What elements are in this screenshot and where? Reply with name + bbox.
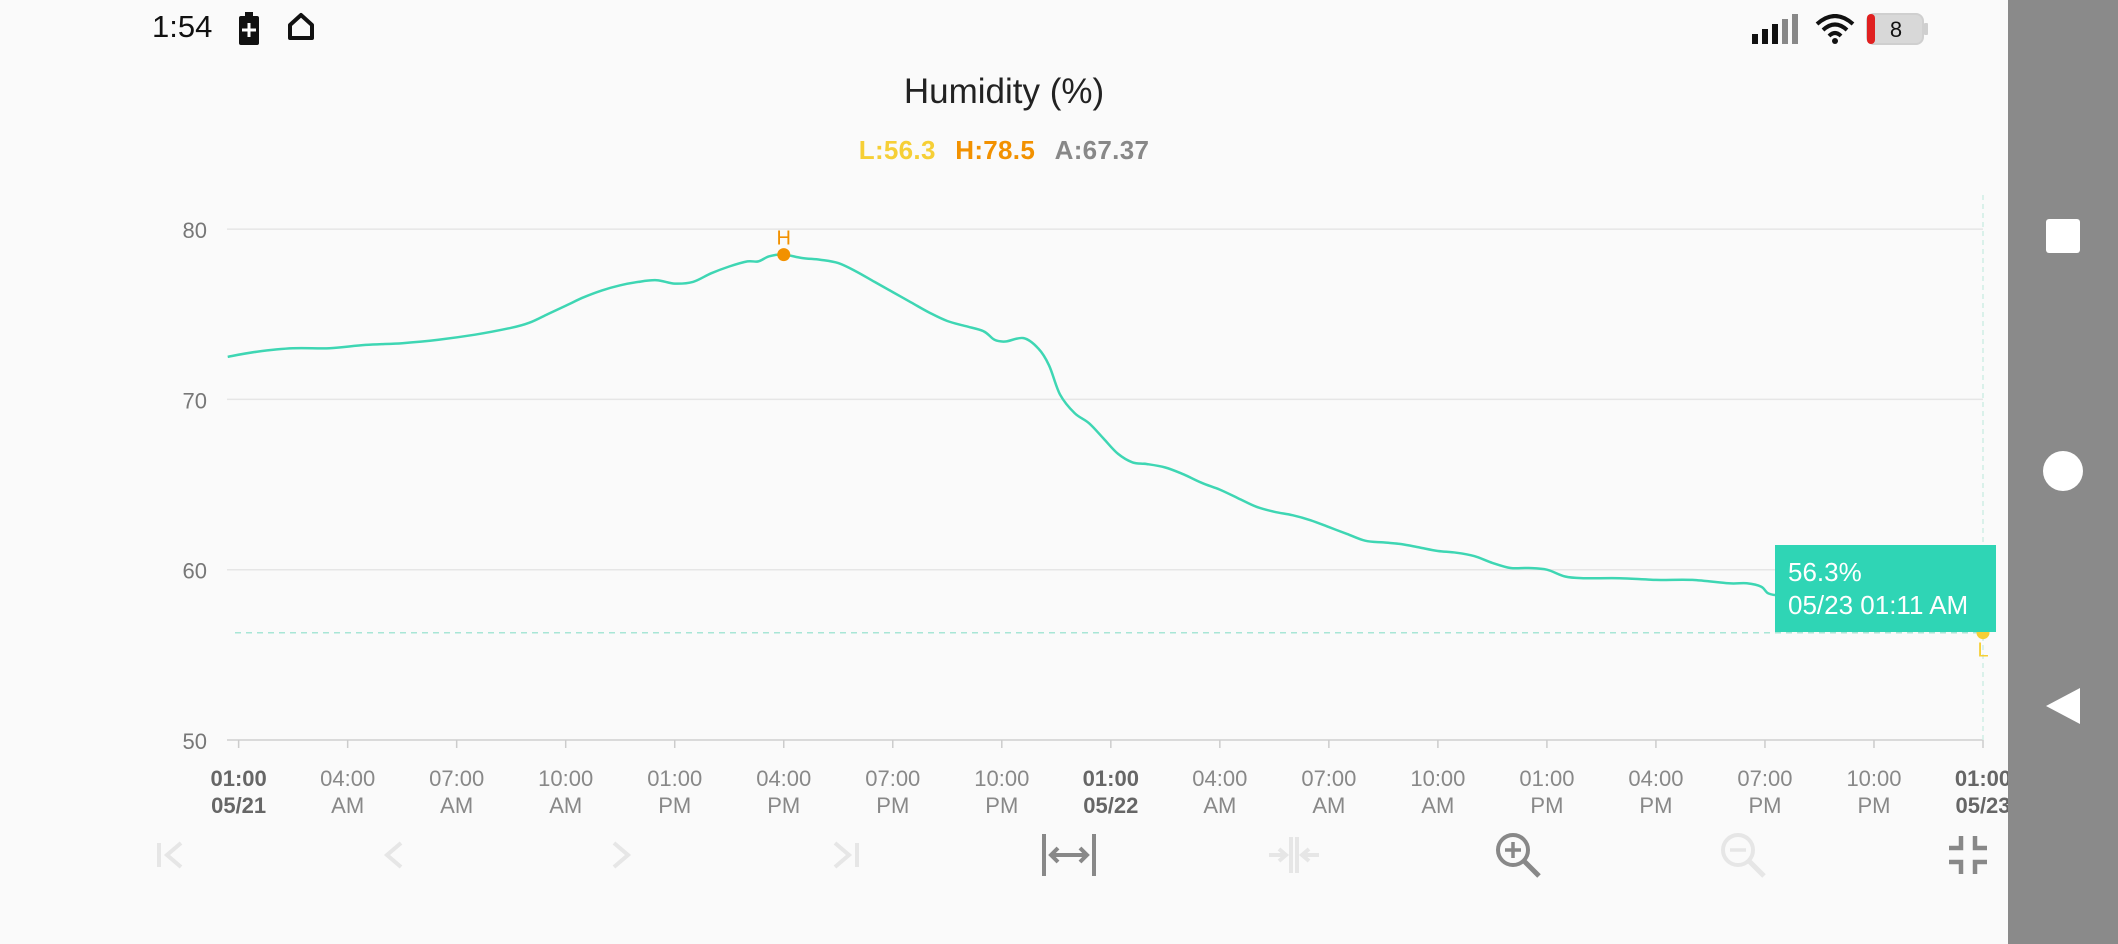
battery-level: 8 [1890,17,1902,42]
x-tick-label: 10:00 PM [974,766,1029,818]
y-tick-label: 80 [183,218,207,243]
x-tick-label: 01:00 PM [1519,766,1574,818]
zoom-in-icon[interactable] [1483,820,1553,890]
fit-width-icon[interactable] [1034,820,1104,890]
wifi-icon [1815,14,1855,49]
data-tooltip: 56.3% 05/23 01:11 AM [1775,545,1996,632]
zoom-out-icon[interactable] [1708,820,1778,890]
tooltip-timestamp: 05/23 01:11 AM [1788,590,1969,620]
x-tick-label: 04:00 PM [1628,766,1683,818]
y-tick-label: 50 [183,729,207,754]
x-tick-label: 01:00 05/23 [1955,766,2008,818]
previous-icon[interactable] [360,820,430,890]
status-time: 1:54 [152,9,213,44]
x-tick-label: 10:00 AM [538,766,593,818]
y-tick-label: 70 [183,388,207,413]
low-point-label: L [1977,640,1988,662]
avg-stat: A:67.37 [1054,135,1150,165]
high-stat: H:78.5 [955,135,1036,165]
x-axis: 01:00 05/21 04:00 AM 07:00 AM 10:00 AM 01:00 PM 04… [210,740,2008,818]
last-page-icon[interactable] [810,820,880,890]
recents-square-icon[interactable] [2033,206,2093,266]
x-tick-label: 07:00 PM [1737,766,1792,818]
x-tick-label: 04:00 PM [756,766,811,818]
compress-width-icon[interactable] [1259,820,1329,890]
grid [227,195,1984,741]
next-icon[interactable] [585,820,655,890]
x-tick-label: 07:00 AM [429,766,484,818]
x-tick-label: 01:00 PM [647,766,702,818]
x-tick-label: 04:00 AM [1192,766,1247,818]
series [227,253,1984,634]
home-circle-icon[interactable] [2033,441,2093,501]
home-icon [286,12,316,47]
chart-toolbar [0,820,2008,892]
tooltip-value: 56.3% [1788,557,1862,587]
chart-title: Humidity (%) [903,72,1105,111]
high-point-marker [777,248,791,262]
x-tick-label: 10:00 AM [1410,766,1465,818]
x-tick-label: 01:00 05/22 [1083,766,1139,818]
battery-icon: 8 [1866,13,1928,50]
x-tick-label: 07:00 PM [865,766,920,818]
low-stat: L:56.3 [858,135,936,165]
status-bar: 1:54 8 [0,0,2008,58]
navigation-bar [2008,0,2118,944]
high-point-label: H [777,228,791,250]
first-page-icon[interactable] [136,820,206,890]
battery-charging-icon [238,12,260,51]
exit-fullscreen-icon[interactable] [1933,820,2003,890]
chart-stats: L:56.3 H:78.5 A:67.37 [0,135,2008,166]
x-tick-label: 10:00 PM [1846,766,1901,818]
x-tick-label: 01:00 05/21 [210,766,266,818]
humidity-chart[interactable]: 80 70 60 50 01:00 05/21 04:00 AM 07:00 AM 10:00 AM… [0,0,2008,944]
humidity-series-line [227,253,1984,634]
x-tick-label: 07:00 AM [1301,766,1356,818]
x-tick-label: 04:00 AM [320,766,375,818]
y-axis: 80 70 60 50 [183,218,207,754]
y-tick-label: 60 [183,559,207,584]
signal-icon [1752,14,1800,49]
back-triangle-icon[interactable] [2033,676,2093,736]
